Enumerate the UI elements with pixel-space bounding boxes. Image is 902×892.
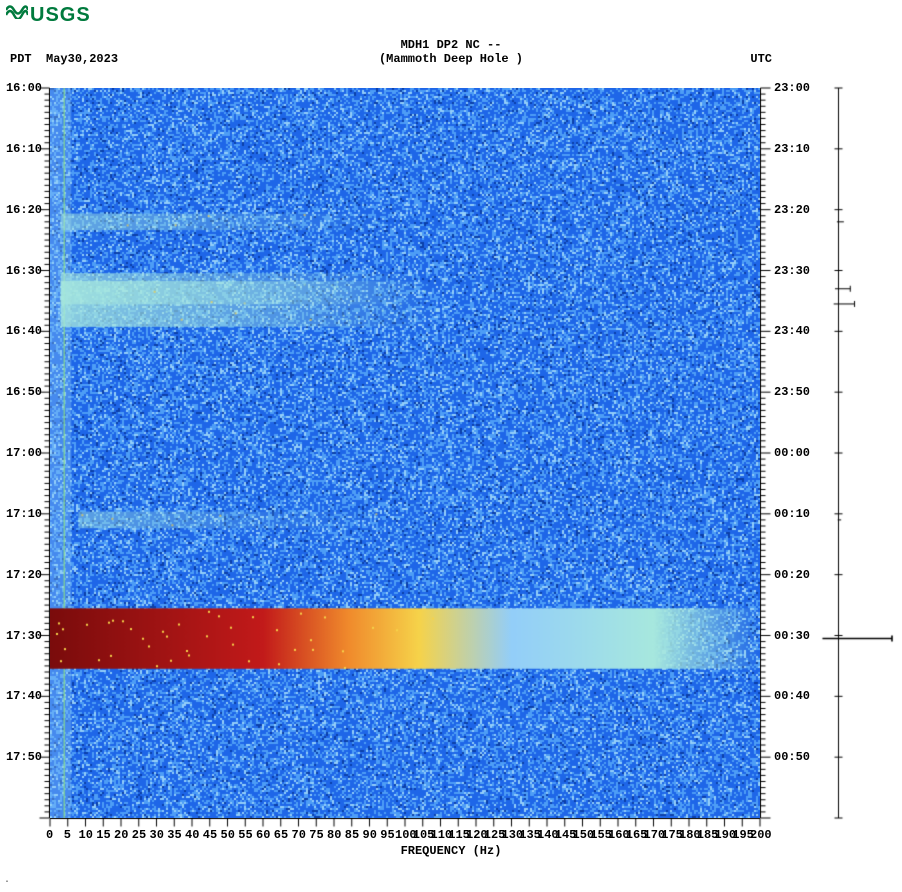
y-right-tick-label: 00:20 [774, 568, 810, 582]
x-tick-label: 0 [46, 828, 53, 842]
y-left-tick-label: 16:40 [0, 324, 42, 338]
x-axis-title: FREQUENCY (Hz) [0, 844, 902, 858]
x-tick-label: 65 [274, 828, 288, 842]
x-tick-label: 90 [363, 828, 377, 842]
x-tick-label: 10 [79, 828, 93, 842]
x-tick-label: 35 [167, 828, 181, 842]
y-left-tick-label: 17:30 [0, 629, 42, 643]
y-right-tick-label: 23:10 [774, 142, 810, 156]
x-tick-label: 75 [309, 828, 323, 842]
x-tick-label: 70 [292, 828, 306, 842]
x-tick-label: 45 [203, 828, 217, 842]
x-tick-label: 30 [150, 828, 164, 842]
amplitude-sidebar [820, 86, 896, 820]
x-tick-label: 5 [64, 828, 71, 842]
y-left-tick-label: 16:10 [0, 142, 42, 156]
y-right-tick-label: 00:50 [774, 750, 810, 764]
x-tick-label: 85 [345, 828, 359, 842]
y-left-tick-label: 17:50 [0, 750, 42, 764]
header-title-line1: MDH1 DP2 NC -- [0, 38, 902, 52]
y-right-tick-label: 23:20 [774, 203, 810, 217]
y-right-tick-label: 23:40 [774, 324, 810, 338]
y-left-tick-label: 17:10 [0, 507, 42, 521]
y-left-tick-label: 16:20 [0, 203, 42, 217]
x-tick-label: 40 [185, 828, 199, 842]
x-tick-label: 50 [221, 828, 235, 842]
y-left-tick-label: 16:00 [0, 81, 42, 95]
y-right-tick-label: 00:30 [774, 629, 810, 643]
footnote-mark: · [4, 877, 10, 888]
y-right-tick-label: 23:00 [774, 81, 810, 95]
header-right-tz: UTC [750, 52, 772, 66]
x-tick-label: 55 [238, 828, 252, 842]
y-right-tick-label: 00:40 [774, 689, 810, 703]
x-tick-label: 60 [256, 828, 270, 842]
y-left-tick-label: 16:30 [0, 264, 42, 278]
y-axis-right [760, 86, 772, 820]
x-tick-label: 200 [750, 828, 772, 842]
x-tick-label: 25 [132, 828, 146, 842]
x-tick-label: 20 [114, 828, 128, 842]
usgs-logo: USGS [6, 2, 91, 27]
y-left-tick-label: 16:50 [0, 385, 42, 399]
spectrogram-plot [50, 88, 760, 818]
y-right-tick-label: 00:10 [774, 507, 810, 521]
usgs-wave-icon [6, 2, 28, 16]
y-right-tick-label: 00:00 [774, 446, 810, 460]
x-tick-label: 15 [96, 828, 110, 842]
usgs-logo-text: USGS [30, 4, 91, 26]
y-left-tick-label: 17:20 [0, 568, 42, 582]
y-right-tick-label: 23:30 [774, 264, 810, 278]
x-tick-label: 95 [380, 828, 394, 842]
x-tick-label: 80 [327, 828, 341, 842]
y-right-tick-label: 23:50 [774, 385, 810, 399]
y-left-tick-label: 17:40 [0, 689, 42, 703]
y-left-tick-label: 17:00 [0, 446, 42, 460]
